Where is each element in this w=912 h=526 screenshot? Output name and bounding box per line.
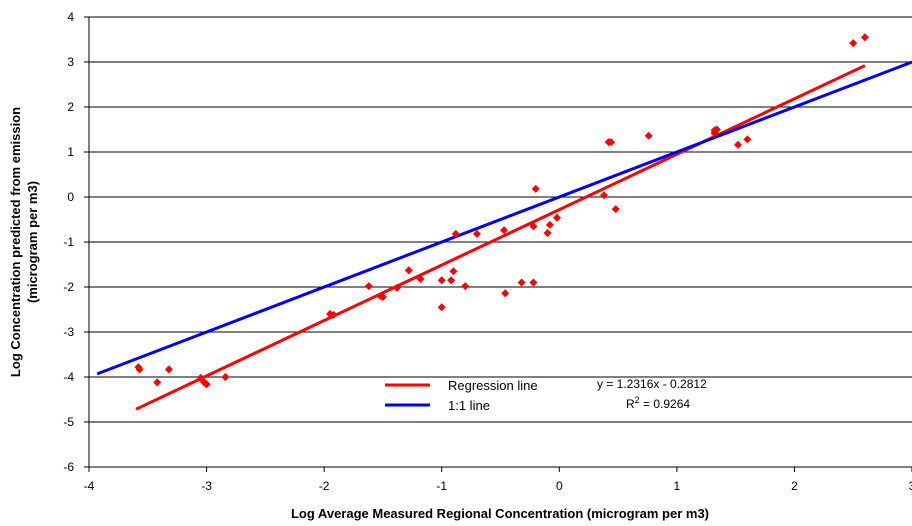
- data-point: [611, 205, 620, 214]
- data-point: [378, 292, 387, 301]
- data-point: [860, 33, 869, 42]
- data-point: [437, 276, 446, 285]
- data-point: [451, 229, 460, 238]
- legend-label-regression: Regression line: [448, 378, 538, 393]
- y-tick-labels: 4 3 2 1 0 -1 -2 -3 -4 -5 -6: [63, 10, 74, 474]
- data-point: [543, 229, 552, 237]
- data-point: [404, 266, 413, 275]
- y-axis-title-line2: (microgram per m3): [25, 181, 40, 303]
- x-tick-label: -3: [201, 479, 212, 493]
- data-point: [529, 278, 538, 287]
- regression-equation: y = 1.2316x - 0.2812: [597, 377, 707, 391]
- x-tick-label: -1: [436, 479, 447, 493]
- y-tick-label: -3: [63, 325, 74, 339]
- data-point: [393, 283, 402, 292]
- data-point: [545, 220, 554, 229]
- x-tick-labels: -4 -3 -2 -1 0 1 2 3: [84, 479, 912, 493]
- y-tick-label: 4: [67, 10, 74, 24]
- data-point: [364, 282, 373, 291]
- one-to-one-line: [96, 60, 912, 376]
- x-tick-label: -4: [84, 479, 95, 493]
- y-tick-label: 0: [67, 190, 74, 204]
- legend: Regression line 1:1 line: [385, 378, 538, 413]
- y-tick-label: -2: [63, 280, 74, 294]
- x-tick-label: -2: [319, 479, 330, 493]
- data-point: [461, 282, 470, 291]
- data-points: [134, 33, 869, 389]
- data-point: [500, 226, 509, 235]
- y-tick-label: 1: [67, 145, 74, 159]
- data-point: [501, 289, 510, 298]
- y-tick-label: -1: [63, 235, 74, 249]
- data-point: [712, 125, 721, 134]
- r-squared-superscript: 2: [635, 395, 640, 405]
- r-squared: R2 = 0.9264: [626, 395, 690, 411]
- data-point: [472, 229, 481, 238]
- data-point: [599, 191, 608, 200]
- data-point: [552, 213, 561, 222]
- data-point: [437, 303, 446, 312]
- data-point: [849, 39, 858, 48]
- series-lines: [96, 60, 912, 411]
- y-tick-label: -6: [63, 460, 74, 474]
- axes: [84, 16, 912, 472]
- data-point: [517, 278, 526, 287]
- data-point: [529, 222, 538, 231]
- regression-line: [135, 64, 866, 411]
- data-point: [743, 135, 752, 144]
- x-tick-label: 2: [791, 479, 798, 493]
- data-point: [449, 267, 458, 276]
- x-tick-label: 1: [674, 479, 681, 493]
- y-tick-label: -4: [63, 370, 74, 384]
- regression-annotation: y = 1.2316x - 0.2812 R2 = 0.9264: [597, 377, 707, 411]
- data-point: [447, 276, 456, 285]
- y-tick-label: 2: [67, 100, 74, 114]
- data-point: [607, 138, 616, 147]
- data-point: [416, 274, 425, 283]
- data-point: [196, 373, 205, 382]
- y-tick-label: 3: [67, 55, 74, 69]
- gridlines: [89, 16, 912, 468]
- data-point: [164, 365, 173, 374]
- x-axis-title: Log Average Measured Regional Concentrat…: [291, 506, 709, 521]
- y-axis-title: Log Concentration predicted from emissio…: [8, 107, 40, 377]
- data-point: [202, 380, 211, 389]
- x-tick-label: 0: [556, 479, 563, 493]
- y-tick-label: -5: [63, 415, 74, 429]
- x-tick-label: 3: [909, 479, 912, 493]
- data-point: [221, 373, 230, 381]
- data-point: [135, 365, 144, 374]
- data-point: [329, 310, 338, 319]
- data-point: [531, 184, 540, 193]
- data-point: [733, 140, 742, 149]
- legend-label-one-to-one: 1:1 line: [448, 398, 490, 413]
- data-point: [153, 378, 162, 387]
- data-point: [644, 131, 653, 140]
- y-axis-title-line1: Log Concentration predicted from emissio…: [8, 107, 23, 377]
